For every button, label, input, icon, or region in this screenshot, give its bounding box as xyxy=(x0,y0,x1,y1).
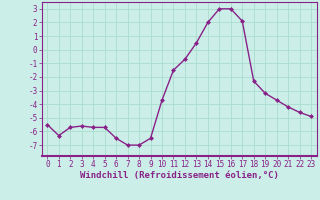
X-axis label: Windchill (Refroidissement éolien,°C): Windchill (Refroidissement éolien,°C) xyxy=(80,171,279,180)
